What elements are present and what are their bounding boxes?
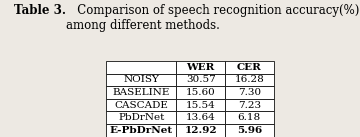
Bar xyxy=(106,111,176,124)
Text: WER: WER xyxy=(186,63,215,72)
Bar xyxy=(176,86,225,99)
Text: Comparison of speech recognition accuracy(%)
among different methods.: Comparison of speech recognition accurac… xyxy=(66,4,360,32)
Bar xyxy=(106,86,176,99)
Text: BASELINE: BASELINE xyxy=(113,88,170,97)
Bar xyxy=(106,124,176,137)
Bar xyxy=(225,111,274,124)
Text: CER: CER xyxy=(237,63,262,72)
Text: 7.30: 7.30 xyxy=(238,88,261,97)
Text: PbDrNet: PbDrNet xyxy=(118,113,165,122)
Text: 15.54: 15.54 xyxy=(186,101,216,110)
Text: NOISY: NOISY xyxy=(123,75,159,84)
Bar xyxy=(225,86,274,99)
Bar xyxy=(176,61,225,74)
Bar xyxy=(225,74,274,86)
Bar xyxy=(176,124,225,137)
Text: 16.28: 16.28 xyxy=(234,75,264,84)
Text: 5.96: 5.96 xyxy=(237,126,262,135)
Bar xyxy=(176,74,225,86)
Text: CASCADE: CASCADE xyxy=(114,101,168,110)
Bar xyxy=(176,111,225,124)
Text: 12.92: 12.92 xyxy=(184,126,217,135)
Text: 15.60: 15.60 xyxy=(186,88,216,97)
Bar xyxy=(176,99,225,111)
Text: E-PbDrNet: E-PbDrNet xyxy=(110,126,173,135)
Bar xyxy=(106,74,176,86)
Text: 30.57: 30.57 xyxy=(186,75,216,84)
Text: Table 3.: Table 3. xyxy=(14,4,66,17)
Bar xyxy=(225,124,274,137)
Bar xyxy=(106,61,176,74)
Text: 7.23: 7.23 xyxy=(238,101,261,110)
Bar xyxy=(225,61,274,74)
Text: 6.18: 6.18 xyxy=(238,113,261,122)
Bar xyxy=(106,99,176,111)
Text: 13.64: 13.64 xyxy=(186,113,216,122)
Bar xyxy=(225,99,274,111)
